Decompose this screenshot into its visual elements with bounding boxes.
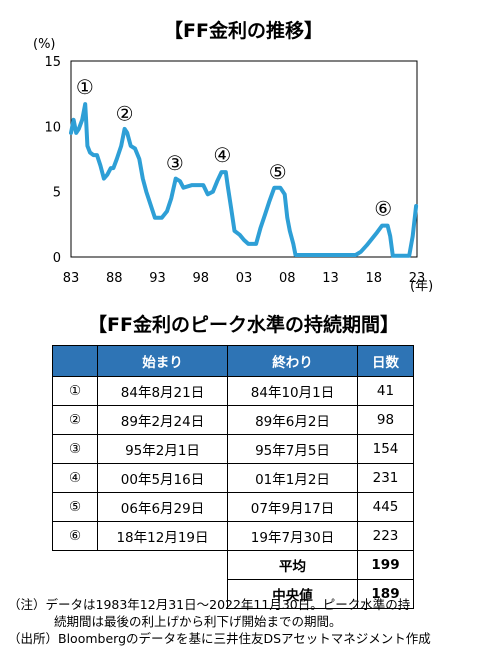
row-start: 84年8月21日 [97,376,228,406]
peak-annotation: ④ [213,143,231,167]
row-days: 41 [357,376,414,406]
median-value: 189 [357,579,414,609]
peak-annotation: ① [76,75,94,99]
x-tick-label: 08 [279,271,296,286]
row-end: 07年9月17日 [227,492,358,522]
row-index: ③ [52,434,98,464]
y-tick-label: 0 [53,251,61,266]
y-tick-label: 10 [44,120,61,135]
empty-cell [98,551,228,580]
row-index: ⑥ [52,521,98,551]
x-tick-label: 98 [192,271,209,286]
table-row: ⑤ 06年6月29日 07年9月17日 445 [52,492,414,522]
row-end: 89年6月2日 [227,405,358,435]
table-row: ② 89年2月24日 89年6月2日 98 [52,405,414,435]
row-days: 231 [357,463,414,493]
y-unit-label: (%) [33,37,56,52]
x-tick-label: 83 [63,271,80,286]
row-start: 06年6月29日 [97,492,228,522]
table-row: ① 84年8月21日 84年10月1日 41 [52,376,414,406]
row-index: ② [52,405,98,435]
row-end: 84年10月1日 [227,376,358,406]
ff-rate-line [69,102,419,258]
row-index: ⑤ [52,492,98,522]
summary-row-average: 平均 199 [53,550,414,580]
average-label: 平均 [227,550,358,580]
header-days: 日数 [357,345,414,377]
row-days: 154 [357,434,414,464]
header-start: 始まり [97,345,228,377]
peak-duration-table: 始まり 終わり 日数 ① 84年8月21日 84年10月1日 41 ② 89年2… [52,345,414,609]
header-index [52,345,98,377]
summary-row-median: 中央値 189 [53,579,414,609]
table-row: ③ 95年2月1日 95年7月5日 154 [52,434,414,464]
x-tick-label: 23 [409,271,426,286]
x-tick-label: 18 [365,271,382,286]
empty-cell [53,551,98,580]
row-start: 89年2月24日 [97,405,228,435]
ff-rate-line-chart: 0 5 10 15 (%) 83 88 93 98 03 08 13 18 23(年) ①② ③ ④ ⑤ ⑥ [33,37,433,294]
row-start: 18年12月19日 [97,521,228,551]
row-end: 95年7月5日 [227,434,358,464]
y-tick-label: 5 [53,186,61,201]
row-index: ① [52,376,98,406]
x-tick-label: 93 [149,271,166,286]
x-tick-label: 88 [106,271,123,286]
average-value: 199 [357,550,414,580]
row-index: ④ [52,463,98,493]
note-data-period-cont: 続期間は最後の利上げから利下げ開始までの期間。 [54,614,342,629]
peak-annotation: ② [116,101,134,125]
peak-annotation: ⑥ [374,197,392,221]
row-end: 01年1月2日 [227,463,358,493]
row-start: 95年2月1日 [97,434,228,464]
row-start: 00年5月16日 [97,463,228,493]
x-tick-label: 13 [322,271,339,286]
row-end: 19年7月30日 [227,521,358,551]
y-tick-label: 15 [44,55,61,70]
median-label: 中央値 [227,579,358,609]
chart-title: 【FF金利の推移】 [164,20,323,42]
row-days: 223 [357,521,414,551]
table-header-row: 始まり 終わり 日数 [52,345,414,377]
table-row: ④ 00年5月16日 01年1月2日 231 [52,463,414,493]
peak-annotation: ⑤ [269,160,287,184]
row-days: 445 [357,492,414,522]
header-end: 終わり [227,345,358,377]
note-data-period: （注）データは1983年12月31日～2022年11月30日。ピーク水準の持 [8,597,411,612]
table-title: 【FF金利のピーク水準の持続期間】 [88,314,399,336]
x-tick-label: 03 [236,271,253,286]
note-source: （出所）Bloombergのデータを基に三井住友DSアセットマネジメント作成 [8,631,431,646]
table-row: ⑥ 18年12月19日 19年7月30日 223 [52,521,414,551]
x-unit-label: (年) [410,279,433,294]
footnotes: （注）データは1983年12月31日～2022年11月30日。ピーク水準の持 続… [8,596,431,647]
plot-frame [70,60,418,258]
peak-annotation: ③ [166,151,184,175]
row-days: 98 [357,405,414,435]
